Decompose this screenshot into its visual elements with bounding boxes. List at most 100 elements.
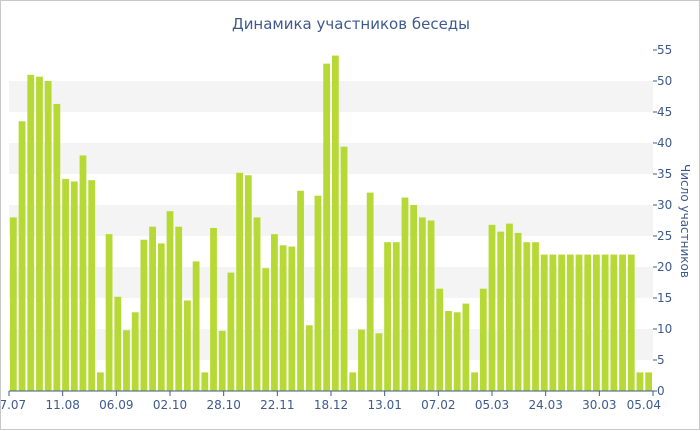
y-tick-label: 50 [657,74,672,88]
y-tick-label: 5 [657,353,665,367]
bar [514,232,522,391]
bar [114,296,122,391]
grid-band [9,81,653,112]
bar [305,325,313,391]
bar [96,372,104,391]
bar [62,178,69,391]
x-tick-label: 02.10 [153,398,187,412]
x-tick-label: 06.09 [99,398,133,412]
bar [44,81,52,391]
bar [331,55,339,391]
bar [427,220,435,391]
bar [436,288,444,391]
bar [384,242,391,391]
chart-title: Динамика участников беседы [232,15,470,33]
x-tick-label: 28.10 [206,398,240,412]
bar [210,227,217,391]
bar [9,217,17,391]
grid-band [9,205,653,236]
bar [479,288,487,391]
bar [340,146,348,391]
bars [9,55,653,392]
x-tick-label: 07.02 [421,398,455,412]
y-tick-label: 10 [657,322,672,336]
bar [166,211,174,391]
bar [566,254,574,391]
y-tick-label: 0 [657,384,665,398]
bar [70,181,78,391]
bar [575,254,583,391]
bar [453,312,461,391]
y-tick-label: 20 [657,260,672,274]
y-tick-label: 35 [657,167,672,181]
bar [88,180,96,391]
bar [175,226,183,391]
bar [462,303,470,391]
bar [53,103,61,391]
bar [149,226,156,391]
x-tick-label: 05.04 [627,398,661,412]
bar [445,311,452,391]
y-tick-label: 30 [657,198,672,212]
bar [358,329,365,391]
bar [610,254,618,391]
grid-band [9,267,653,298]
grid-band [9,143,653,174]
bar [288,246,296,391]
bar [36,76,43,391]
bar [488,224,496,391]
bar [523,242,531,391]
bar [619,254,626,391]
bar [227,272,235,391]
y-axis-ticks: 0 5 10 15 20 25 30 35 40 45 50 55 [653,43,672,398]
bar [244,175,252,391]
x-tick-label: 11.08 [45,398,79,412]
bar [549,254,557,391]
bar [506,223,513,391]
bar [279,245,287,391]
bar [558,254,566,391]
bar [584,254,592,391]
bar [323,63,331,391]
y-tick-label: 40 [657,136,672,150]
y-axis-label: Число участников [678,164,692,278]
y-tick-label: 25 [657,229,672,243]
bar [201,372,209,391]
bar [366,192,374,391]
bar [401,197,409,391]
bar [27,74,35,392]
bar [349,372,357,391]
bar [636,372,644,391]
bar [497,231,505,391]
bar [645,372,653,391]
x-tick-label: 30.03 [582,398,616,412]
x-tick-label: 05.03 [475,398,509,412]
bar [410,205,418,391]
x-tick-label: 13.01 [367,398,401,412]
x-tick-label: 17.07 [1,398,26,412]
bar [18,121,26,392]
bar [601,254,609,391]
bar [262,268,270,391]
bar [192,261,200,391]
bar [314,195,322,391]
bar [375,333,383,391]
bar [105,234,113,391]
bar [627,254,635,391]
bar [418,217,426,391]
bar [540,254,548,391]
grid-bands [9,81,653,360]
bar [271,234,278,391]
x-tick-label: 22.11 [260,398,294,412]
grid-band [9,329,653,360]
bar [184,300,191,391]
x-tick-label: 18.12 [314,398,348,412]
bar [593,254,600,391]
bar [140,239,148,391]
bar [123,330,130,391]
y-tick-label: 55 [657,43,672,57]
bar [79,155,87,391]
bar [253,217,261,391]
